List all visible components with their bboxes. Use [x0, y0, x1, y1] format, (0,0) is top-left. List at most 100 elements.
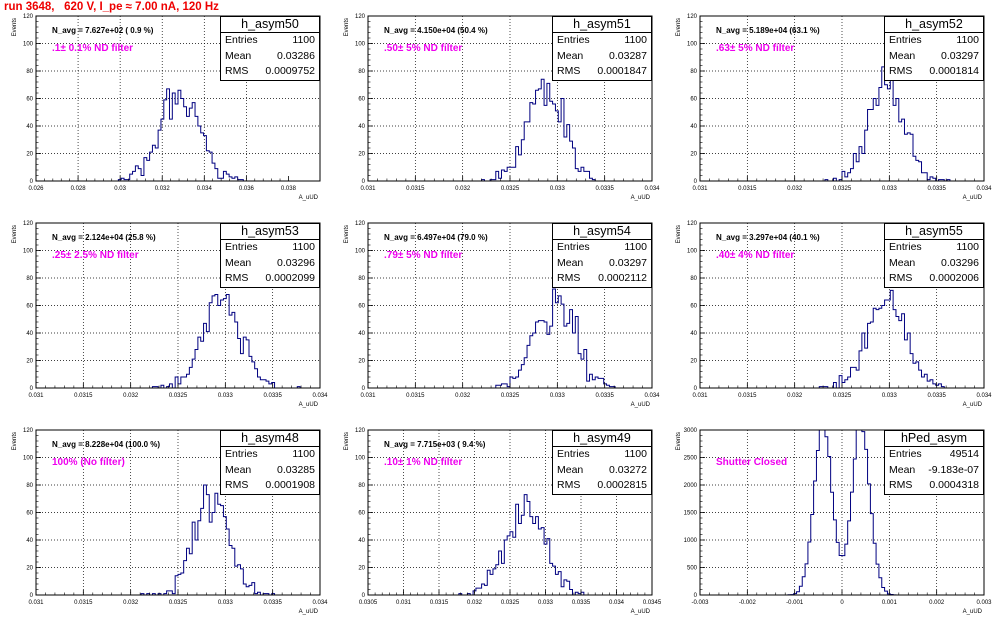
stat-label: RMS	[225, 65, 249, 77]
stat-row-entries: Entries 1100	[885, 33, 983, 49]
stat-label: Mean	[225, 49, 252, 62]
stat-row-mean: Mean 0.03296	[885, 256, 983, 272]
x-tick-label: 0.0335	[263, 600, 282, 606]
stat-row-entries: Entries 1100	[221, 240, 319, 256]
y-tick-label: 3000	[684, 428, 698, 434]
y-axis-label: Events	[344, 432, 350, 450]
y-tick-label: 60	[690, 97, 697, 103]
x-tick-label: 0.0325	[169, 393, 188, 399]
x-tick-label: 0.001	[882, 600, 898, 606]
stat-label: Entries	[557, 448, 590, 460]
stat-row-entries: Entries 49514	[885, 447, 983, 463]
navg-label: N_avg = 3.297e+04 (40.1 %)	[716, 233, 820, 242]
stat-row-mean: Mean 0.03297	[553, 256, 651, 272]
y-tick-label: 40	[26, 331, 33, 337]
histogram-svg: -0.003 -0.002 -0.001 0 0.001 0.002 0.003 0 500 10…	[676, 428, 992, 615]
stat-row-rms: RMS 0.0002815	[553, 478, 651, 494]
y-tick-label: 20	[26, 566, 33, 572]
x-tick-label: 0.032	[467, 600, 483, 606]
y-tick-label: 40	[358, 331, 365, 337]
y-tick-label: 60	[358, 97, 365, 103]
x-tick-label: 0.031	[28, 393, 44, 399]
x-tick-label: 0.032	[155, 186, 171, 192]
navg-label: N_avg = 5.189e+04 (63.1 %)	[716, 26, 820, 35]
stat-label: RMS	[557, 65, 581, 77]
x-tick-label: 0.034	[976, 186, 992, 192]
filter-label: .50± 5% ND filter	[384, 43, 463, 54]
x-tick-label: 0.036	[239, 186, 255, 192]
histogram-name: hPed_asym	[885, 431, 983, 447]
y-tick-label: 2000	[684, 483, 698, 489]
x-tick-label: 0.032	[455, 186, 471, 192]
stat-value: 1100	[292, 448, 315, 460]
histogram-panel-h_asym54: 0.031 0.0315 0.032 0.0325 0.033 0.0335 0.034 0 2…	[332, 207, 664, 414]
y-tick-label: 20	[26, 152, 33, 158]
stat-row-entries: Entries 1100	[553, 240, 651, 256]
navg-label: N_avg = 7.715e+03 ( 9.4 %)	[384, 440, 486, 449]
x-tick-label: 0.0345	[643, 600, 662, 606]
y-tick-label: 100	[355, 456, 366, 462]
y-axis-label: Events	[676, 225, 682, 243]
stat-value: 0.0004318	[929, 479, 979, 491]
stat-row-rms: RMS 0.0001847	[553, 64, 651, 80]
stat-label: RMS	[889, 65, 913, 77]
stat-value: 0.03285	[277, 463, 315, 476]
histogram-panel-h_asym53: 0.031 0.0315 0.032 0.0325 0.033 0.0335 0.034 0 2…	[0, 207, 332, 414]
x-tick-label: 0.0325	[833, 393, 852, 399]
x-tick-label: 0.034	[312, 393, 328, 399]
stat-row-mean: Mean 0.03285	[221, 463, 319, 479]
x-tick-label: 0.0325	[833, 186, 852, 192]
y-tick-label: 0	[362, 179, 366, 185]
x-tick-label: 0.031	[396, 600, 412, 606]
x-tick-label: 0.034	[312, 600, 328, 606]
stat-value: 0.03286	[277, 49, 315, 62]
histogram-line	[36, 88, 320, 182]
stat-label: Entries	[557, 241, 590, 253]
stat-label: Mean	[557, 49, 584, 62]
x-tick-label: 0.026	[28, 186, 44, 192]
stat-row-rms: RMS 0.0002112	[553, 271, 651, 287]
y-tick-label: 120	[355, 221, 366, 227]
stat-row-rms: RMS 0.0009752	[221, 64, 319, 80]
histogram-svg: 0.0305 0.031 0.0315 0.032 0.0325 0.033 0.0335 0…	[344, 428, 662, 615]
y-tick-label: 0	[30, 386, 34, 392]
stat-label: Entries	[225, 448, 258, 460]
stat-label: Entries	[225, 34, 258, 46]
stat-value: -9.183e-07	[928, 463, 979, 476]
stat-row-entries: Entries 1100	[221, 33, 319, 49]
x-tick-label: 0.0305	[359, 600, 378, 606]
y-tick-label: 40	[358, 124, 365, 130]
stat-label: RMS	[225, 272, 249, 284]
y-tick-label: 60	[26, 97, 33, 103]
x-tick-label: 0.033	[538, 600, 554, 606]
stat-label: Entries	[889, 448, 922, 460]
stat-value: 0.0002815	[597, 479, 647, 491]
y-tick-label: 80	[26, 483, 33, 489]
navg-label: N_avg = 6.497e+04 (79.0 %)	[384, 233, 488, 242]
y-axis-label: Events	[676, 18, 682, 36]
stat-row-rms: RMS 0.0001908	[221, 478, 319, 494]
y-tick-label: 80	[26, 276, 33, 282]
histogram-panel-h_asym51: 0.031 0.0315 0.032 0.0325 0.033 0.0335 0.034 0 2…	[332, 0, 664, 207]
y-tick-label: 120	[23, 221, 34, 227]
y-tick-label: 100	[687, 42, 698, 48]
x-tick-label: 0.0335	[572, 600, 591, 606]
stat-label: Mean	[225, 463, 252, 476]
x-tick-label: 0.031	[360, 393, 376, 399]
histogram-name: h_asym51	[553, 17, 651, 33]
stat-value: 0.03287	[609, 49, 647, 62]
y-axis-label: Events	[344, 18, 350, 36]
y-tick-label: 20	[358, 152, 365, 158]
filter-label: .79± 5% ND filter	[384, 250, 463, 261]
x-axis-label: A_uUD	[963, 609, 983, 615]
filter-label: .40± 4% ND filter	[716, 250, 795, 261]
y-tick-label: 120	[23, 14, 34, 20]
y-tick-label: 80	[358, 276, 365, 282]
y-tick-label: 80	[26, 69, 33, 75]
x-tick-label: 0.002	[929, 600, 945, 606]
x-tick-label: 0.0335	[927, 186, 946, 192]
stat-label: Mean	[889, 463, 916, 476]
y-tick-label: 100	[687, 249, 698, 255]
y-tick-label: 80	[690, 276, 697, 282]
filter-label: .63± 5% ND filter	[716, 43, 795, 54]
